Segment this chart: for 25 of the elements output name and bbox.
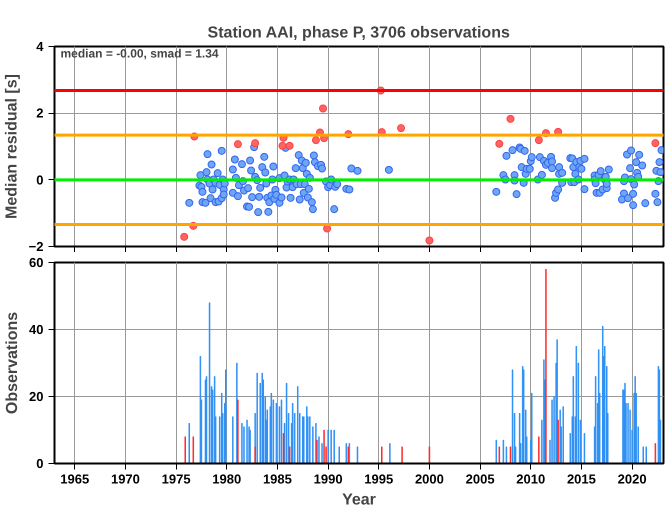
y-tick-label: 20	[29, 389, 44, 404]
y-tick-label: 60	[29, 255, 44, 270]
y-tick-label: 2	[36, 106, 44, 121]
y-tick-label: 4	[36, 39, 44, 54]
x-tick-label: 1965	[60, 472, 90, 486]
x-tick-label: 2000	[414, 472, 444, 486]
y-tick-label: 0	[36, 456, 44, 471]
x-tick-label: 1975	[162, 472, 191, 486]
x-tick-label: 1995	[364, 472, 394, 486]
y-axis-title: Median residual [s]	[4, 74, 21, 219]
y-tick-label: 0	[36, 172, 44, 188]
x-tick-label: 2020	[618, 472, 647, 486]
x-tick-label: 1970	[110, 472, 140, 486]
x-tick-label: 2015	[566, 472, 596, 486]
x-axis-title: Year	[342, 492, 376, 508]
x-tick-label: 2010	[516, 472, 546, 486]
x-tick-label: 1980	[212, 472, 242, 486]
x-tick-label: 1990	[314, 472, 343, 486]
y-axis-title: Observations	[4, 312, 22, 414]
chart-title: Station AAI, phase P, 3706 observations	[208, 24, 510, 42]
x-tick-label: 2005	[466, 472, 495, 486]
x-tick-label: 1985	[262, 472, 292, 486]
y-tick-label: 40	[29, 322, 44, 337]
y-tick-label: −2	[28, 239, 44, 254]
annotation: median = -0.00, smad = 1.34	[60, 46, 219, 60]
